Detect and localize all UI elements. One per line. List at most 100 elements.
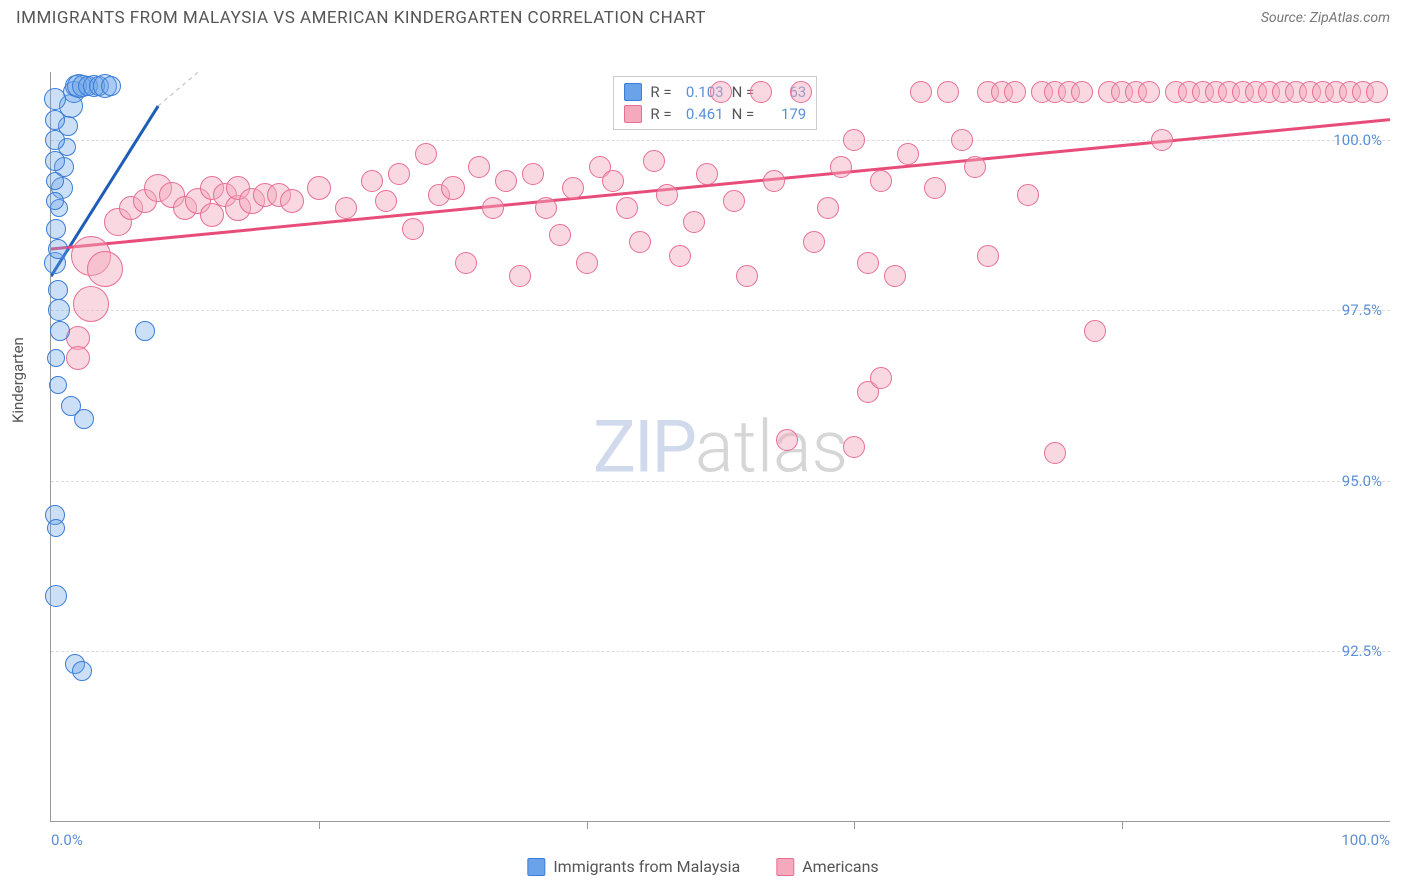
data-point-americans [951,129,973,151]
data-point-americans [1017,184,1039,206]
y-axis-label: Kindergarten [9,337,27,423]
y-tick-label: 97.5% [1342,301,1382,319]
data-point-americans [723,190,745,212]
data-point-malaysia [47,519,65,537]
data-point-americans [696,163,718,185]
legend-item-americans: Americans [776,857,878,876]
data-point-americans [375,190,397,212]
watermark-atlas: atlas [695,404,848,489]
data-point-americans [776,429,798,451]
data-point-americans [1366,81,1388,103]
data-point-americans [1151,129,1173,151]
n-label: N = [732,105,755,123]
data-point-americans [924,177,946,199]
data-point-malaysia [46,172,64,190]
data-point-americans [280,189,304,213]
legend-item-malaysia: Immigrants from Malaysia [527,857,740,876]
stats-row-americans: R = 0.461 N = 179 [624,103,806,125]
data-point-americans [1084,320,1106,342]
r-label: R = [650,83,671,101]
data-point-americans [66,346,90,370]
data-point-americans [535,197,557,219]
gridline-h [51,651,1390,652]
gridline-h [51,481,1390,482]
data-point-malaysia [48,299,70,321]
data-point-malaysia [45,110,65,130]
data-point-americans [307,176,331,200]
data-point-americans [910,81,932,103]
gridline-h [51,310,1390,311]
x-tick [587,821,588,829]
chart-container: Kindergarten ZIPatlas R = 0.103 N = 63 R… [0,32,1406,882]
x-tick [1122,821,1123,829]
legend-label: Immigrants from Malaysia [553,857,740,876]
watermark-zip: ZIP [593,404,695,489]
data-point-americans [937,81,959,103]
bottom-legend: Immigrants from Malaysia Americans [527,857,878,876]
data-point-americans [977,245,999,267]
chart-title: IMMIGRANTS FROM MALAYSIA VS AMERICAN KIN… [16,8,706,28]
r-value: 0.461 [680,105,724,123]
data-point-americans [335,197,357,219]
data-point-americans [750,81,772,103]
plot-area: ZIPatlas R = 0.103 N = 63 R = 0.461 N = … [50,72,1390,822]
data-point-americans [388,163,410,185]
data-point-americans [830,156,852,178]
x-tick-label: 100.0% [1341,831,1390,849]
data-point-americans [790,81,812,103]
data-point-americans [495,170,517,192]
data-point-americans [616,197,638,219]
data-point-malaysia [46,192,64,210]
data-point-malaysia [72,661,92,681]
data-point-americans [602,170,624,192]
data-point-malaysia [45,130,65,150]
data-point-americans [669,245,691,267]
y-tick-label: 100.0% [1333,131,1382,149]
y-tick-label: 92.5% [1342,642,1382,660]
data-point-americans [549,224,571,246]
chart-source: Source: ZipAtlas.com [1261,10,1390,26]
data-point-americans [1004,81,1026,103]
data-point-malaysia [101,76,121,96]
data-point-americans [509,265,531,287]
trend-svg [51,72,1390,821]
data-point-malaysia [48,239,68,259]
data-point-americans [402,218,424,240]
chart-header: IMMIGRANTS FROM MALAYSIA VS AMERICAN KIN… [0,0,1406,32]
data-point-americans [643,150,665,172]
data-point-americans [897,143,919,165]
data-point-americans [710,81,732,103]
legend-label: Americans [802,857,878,876]
data-point-americans [468,156,490,178]
data-point-malaysia [74,409,94,429]
data-point-americans [843,436,865,458]
data-point-malaysia [44,88,66,110]
data-point-americans [522,163,544,185]
data-point-americans [482,197,504,219]
data-point-americans [415,143,437,165]
data-point-americans [1044,442,1066,464]
swatch-malaysia [624,83,642,101]
data-point-malaysia [50,321,70,341]
watermark: ZIPatlas [593,404,848,489]
data-point-americans [1071,81,1093,103]
data-point-americans [683,211,705,233]
n-value: 179 [762,105,806,123]
data-point-americans [73,286,109,322]
data-point-americans [656,184,678,206]
data-point-malaysia [48,280,68,300]
data-point-americans [843,129,865,151]
data-point-americans [455,252,477,274]
data-point-malaysia [49,376,67,394]
data-point-malaysia [46,219,66,239]
r-label: R = [650,105,671,123]
data-point-malaysia [47,349,65,367]
legend-swatch-americans [776,858,794,876]
data-point-americans [576,252,598,274]
data-point-americans [441,176,465,200]
x-tick [854,821,855,829]
x-tick-label: 0.0% [51,831,83,849]
data-point-americans [870,367,892,389]
data-point-americans [200,203,224,227]
data-point-americans [803,231,825,253]
